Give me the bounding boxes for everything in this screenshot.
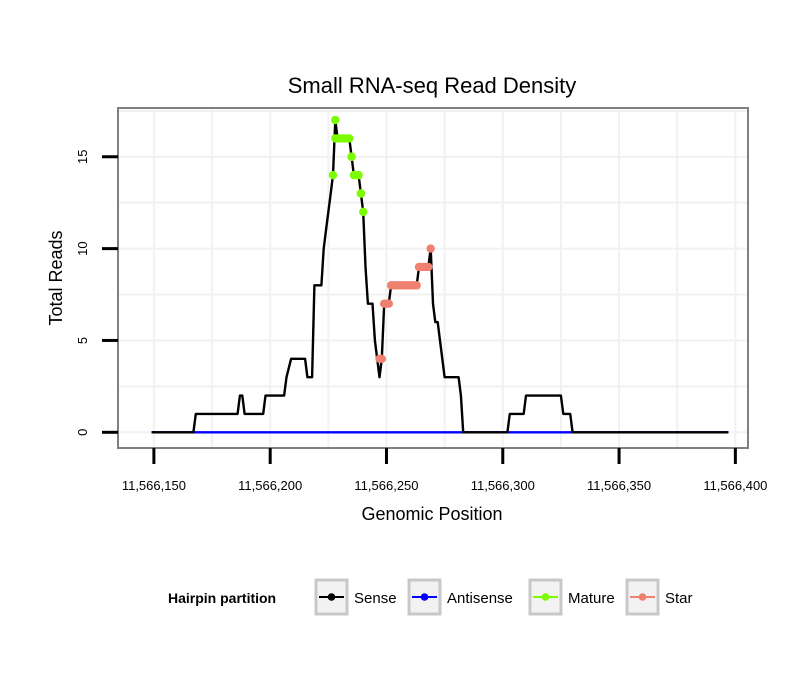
- legend-title: Hairpin partition: [168, 590, 276, 606]
- legend-label: Mature: [568, 590, 615, 607]
- x-tick-label: 11,566,250: [354, 478, 418, 493]
- legend-item-mature: Mature: [528, 578, 615, 616]
- legend-key-point: [638, 593, 647, 601]
- y-tick-label: 15: [75, 150, 90, 164]
- x-tick-label: 11,566,350: [587, 478, 651, 493]
- axes: 11,566,150 11,566,200 11,566,250 11,566,300…: [75, 150, 767, 493]
- series-mature-points: [328, 115, 368, 217]
- series-sense-line: [151, 118, 729, 434]
- x-tick-label: 11,566,300: [471, 478, 535, 493]
- legend-label: Sense: [354, 590, 397, 607]
- mature-point: [328, 170, 338, 180]
- mature-point: [331, 115, 340, 125]
- legend-key-point: [327, 593, 336, 601]
- star-point: [426, 244, 435, 253]
- legend-item-star: Star: [625, 578, 693, 616]
- series-star-points: [375, 244, 435, 364]
- star-point: [424, 262, 433, 272]
- mature-point: [354, 170, 363, 180]
- legend-key-point: [541, 593, 550, 601]
- x-tick-label: 11,566,150: [122, 478, 186, 493]
- star-point: [384, 299, 394, 308]
- mature-point: [356, 189, 366, 198]
- y-axis-title: Total Reads: [46, 230, 66, 325]
- star-point: [412, 281, 421, 290]
- mature-point: [345, 134, 354, 143]
- legend-item-antisense: Antisense: [407, 578, 513, 616]
- y-tick-label: 5: [75, 337, 90, 344]
- star-point: [377, 354, 387, 364]
- series-layer: [151, 115, 729, 434]
- y-tick-label: 10: [75, 241, 90, 255]
- x-tick-label: 11,566,200: [238, 478, 302, 493]
- legend-key-point: [420, 593, 429, 601]
- y-tick-label: 0: [75, 429, 90, 436]
- x-axis-title: Genomic Position: [361, 504, 502, 524]
- legend-label: Antisense: [447, 590, 513, 607]
- legend-label: Star: [665, 590, 693, 607]
- mature-point: [359, 207, 368, 217]
- legend-item-sense: Sense: [314, 578, 397, 616]
- legend: Hairpin partition Sense Antisense Mature St…: [168, 578, 693, 616]
- chart-title: Small RNA-seq Read Density: [288, 73, 577, 98]
- x-tick-label: 11,566,400: [703, 478, 767, 493]
- mature-point: [347, 152, 356, 161]
- grid-lines: [119, 109, 747, 447]
